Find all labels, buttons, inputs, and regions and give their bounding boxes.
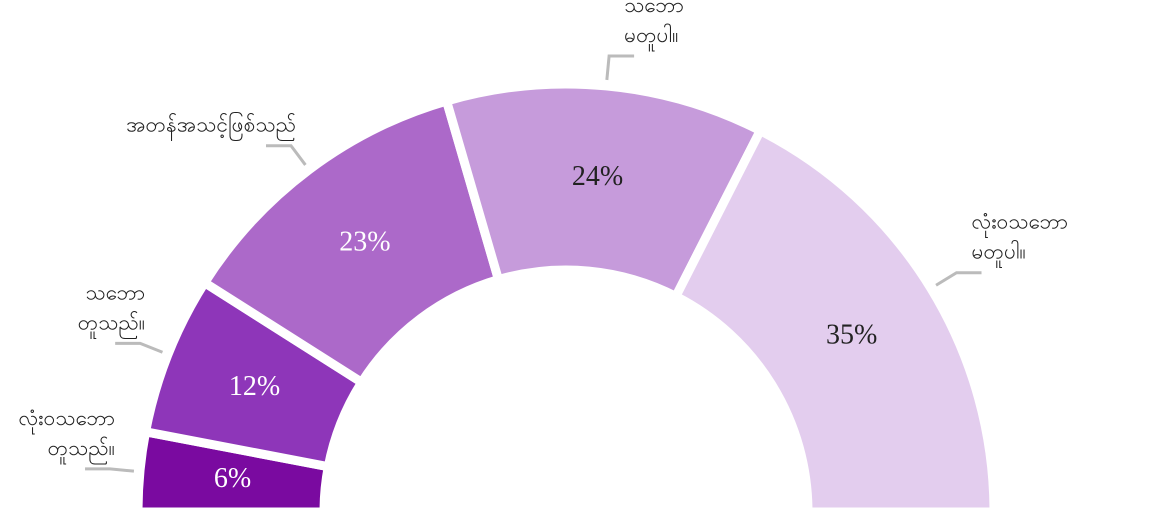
- leader-line: [605, 54, 635, 81]
- category-label: လုံးဝသဘောတူသည်။: [18, 406, 115, 465]
- leader-line: [85, 467, 135, 473]
- category-line: မတူပါ။: [624, 22, 678, 52]
- value-label: 23%: [339, 227, 390, 258]
- category-label: အတန်အသင့်ဖြစ်သည်: [126, 111, 296, 142]
- category-label: သဘောမတူပါ။: [624, 0, 684, 52]
- category-line: မတူပါ။: [972, 239, 1026, 269]
- value-label: 35%: [826, 319, 877, 350]
- leader-line: [935, 271, 982, 287]
- category-label: လုံးဝသဘောမတူပါ။: [972, 210, 1069, 269]
- category-line: အတန်အသင့်ဖြစ်သည်: [126, 111, 296, 142]
- category-line: သဘော: [85, 280, 145, 304]
- category-line: လုံးဝသဘော: [18, 406, 115, 435]
- category-line: လုံးဝသဘော: [972, 210, 1069, 239]
- value-label: 24%: [572, 161, 623, 192]
- leader-line: [115, 341, 164, 354]
- segment: [669, 124, 999, 517]
- category-label: သဘောတူသည်။: [78, 280, 145, 339]
- value-label: 12%: [229, 371, 280, 402]
- category-line: သဘော: [624, 0, 684, 17]
- leader-line: [266, 144, 307, 166]
- category-line: တူသည်။: [78, 309, 145, 339]
- value-label: 6%: [214, 463, 251, 494]
- category-line: တူသည်။: [48, 435, 115, 465]
